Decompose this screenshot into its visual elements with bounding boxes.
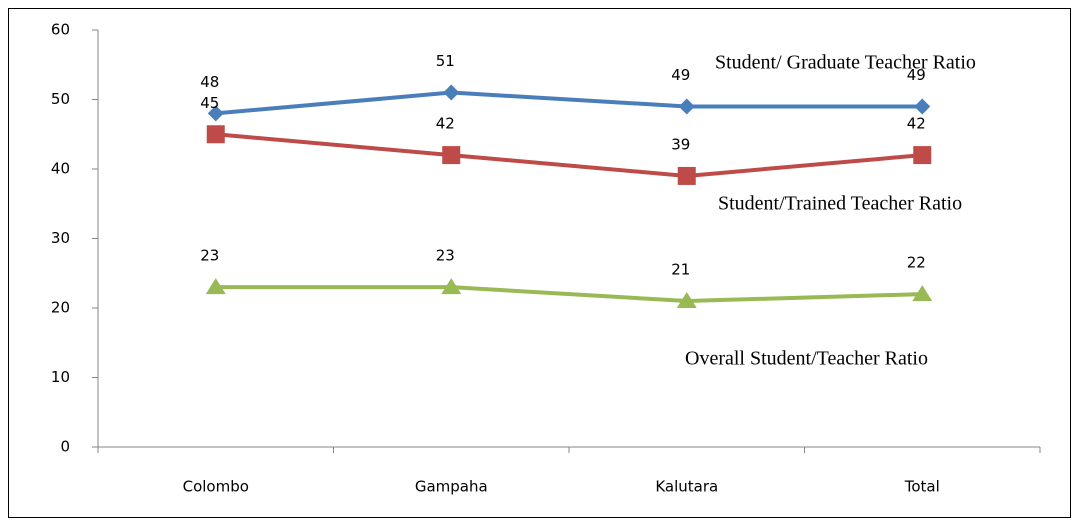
data-label: 22 — [907, 254, 926, 272]
marker — [912, 285, 933, 302]
marker — [914, 98, 931, 115]
data-label: 48 — [200, 73, 219, 91]
marker — [441, 278, 462, 295]
marker — [442, 146, 461, 165]
data-label: 42 — [907, 115, 926, 133]
series-name: Student/ Graduate Teacher Ratio — [715, 52, 976, 74]
x-tick-label: Gampaha — [415, 478, 488, 496]
y-tick-label: 20 — [51, 299, 70, 317]
series-line — [215, 285, 923, 304]
marker — [206, 125, 225, 144]
x-tick-label: Total — [904, 478, 940, 496]
data-label: 23 — [200, 247, 219, 265]
x-tick-label: Kalutara — [655, 478, 718, 496]
data-label: 49 — [907, 66, 926, 84]
data-label: 51 — [436, 52, 455, 70]
series-name: Student/Trained Teacher Ratio — [718, 193, 962, 215]
y-tick-label: 50 — [51, 90, 70, 108]
marker — [676, 292, 697, 309]
marker — [913, 146, 932, 165]
y-tick-label: 40 — [51, 160, 70, 178]
y-tick-label: 30 — [51, 229, 70, 247]
series-line — [215, 90, 923, 116]
data-label: 42 — [436, 115, 455, 133]
y-tick-label: 60 — [51, 21, 70, 39]
data-label: 45 — [200, 94, 219, 112]
data-label: 21 — [671, 261, 690, 279]
marker — [207, 105, 224, 122]
marker — [677, 166, 696, 185]
data-label: 23 — [436, 247, 455, 265]
data-label: 49 — [671, 66, 690, 84]
series-name: Overall Student/Teacher Ratio — [685, 348, 928, 370]
series-line — [215, 132, 923, 178]
data-label: 39 — [671, 135, 690, 153]
marker — [443, 84, 460, 101]
y-tick-label: 10 — [51, 368, 70, 386]
chart-border — [8, 8, 1071, 518]
marker — [205, 278, 226, 295]
y-tick-label: 0 — [60, 438, 70, 456]
x-tick-label: Colombo — [183, 478, 249, 496]
marker — [678, 98, 695, 115]
